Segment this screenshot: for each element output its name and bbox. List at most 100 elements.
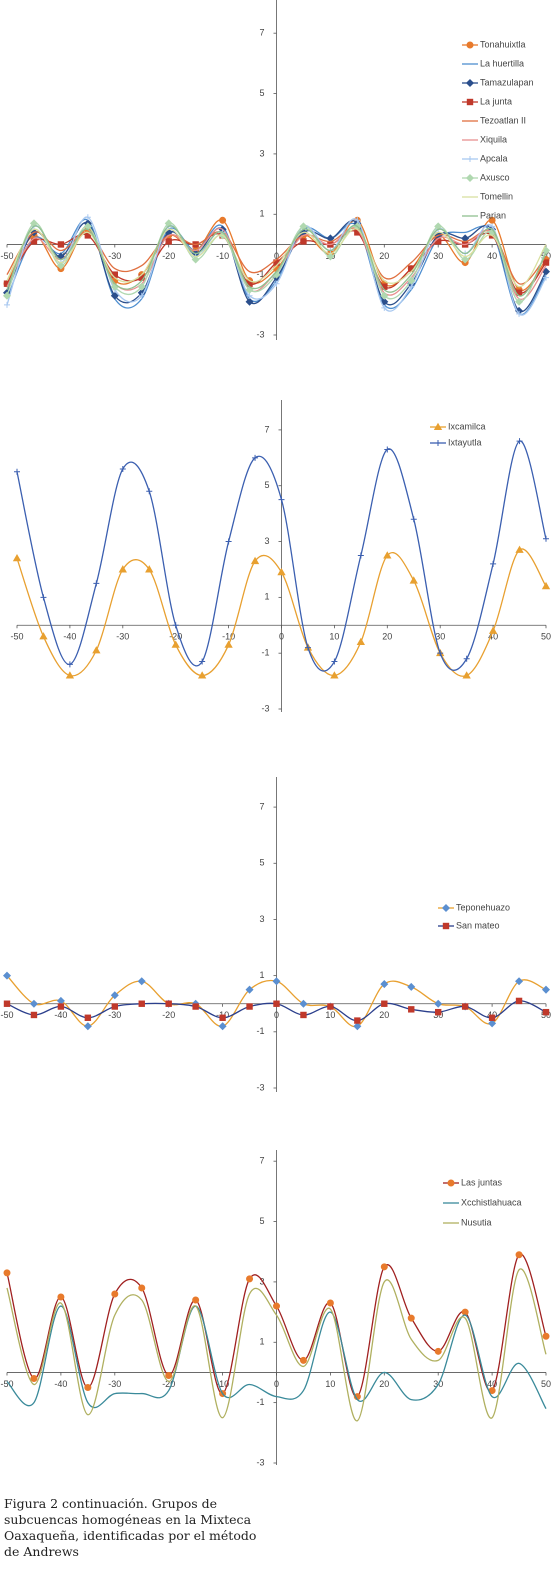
- marker: [326, 1299, 334, 1307]
- x-tick-label: 20: [379, 1379, 389, 1389]
- y-tick-label: 7: [264, 424, 269, 434]
- marker: [40, 594, 47, 601]
- y-tick-label: 5: [264, 480, 269, 490]
- x-tick-label: 50: [541, 251, 551, 261]
- legend-label: Teponehuazo: [456, 902, 510, 912]
- marker: [299, 1356, 307, 1364]
- marker: [272, 977, 281, 986]
- y-tick-label: 7: [259, 1156, 264, 1166]
- chart: -3-11357-50-40-30-20-1001020304050Tepone…: [0, 777, 551, 1092]
- y-tick-label: 1: [259, 1337, 264, 1347]
- marker: [3, 1000, 11, 1007]
- marker: [138, 1000, 145, 1007]
- y-tick-label: 7: [259, 28, 264, 38]
- marker: [380, 1263, 388, 1271]
- x-tick-label: -50: [10, 632, 23, 642]
- marker: [541, 985, 551, 994]
- marker: [137, 977, 146, 986]
- marker: [437, 650, 444, 657]
- marker: [541, 581, 551, 590]
- marker: [118, 565, 127, 573]
- legend-label: La huertilla: [480, 58, 524, 68]
- marker: [56, 996, 65, 1005]
- marker: [331, 658, 338, 665]
- marker: [137, 282, 146, 291]
- x-tick-label: 40: [487, 1379, 497, 1389]
- x-tick-label: 30: [433, 251, 443, 261]
- y-tick-label: -3: [256, 1082, 264, 1092]
- marker: [145, 565, 154, 573]
- marker: [407, 276, 416, 285]
- marker: [354, 1017, 361, 1024]
- marker: [488, 1014, 496, 1021]
- marker: [273, 1302, 280, 1310]
- y-tick-label: 5: [259, 858, 264, 868]
- x-tick-label: -40: [54, 1010, 67, 1020]
- x-tick-label: 0: [274, 1379, 279, 1389]
- marker: [542, 1332, 550, 1340]
- marker: [110, 991, 119, 1000]
- marker: [14, 468, 20, 475]
- marker: [171, 640, 180, 648]
- y-tick-label: 3: [259, 914, 264, 924]
- legend-marker: [465, 78, 475, 88]
- y-tick-label: 3: [259, 148, 264, 158]
- series-line: [6, 1268, 547, 1422]
- x-tick-label: -50: [0, 1010, 13, 1020]
- marker: [93, 580, 100, 587]
- marker: [252, 454, 259, 461]
- legend-marker: [442, 922, 450, 930]
- series-line: [6, 224, 547, 297]
- legend-label: San mateo: [456, 920, 500, 930]
- marker: [65, 671, 75, 679]
- marker: [330, 671, 339, 679]
- x-tick-label: 20: [379, 251, 389, 261]
- marker: [515, 977, 524, 986]
- marker: [83, 1022, 92, 1031]
- marker: [165, 1371, 173, 1379]
- marker: [2, 971, 12, 980]
- marker: [384, 446, 391, 453]
- series-line: [16, 440, 547, 672]
- marker: [250, 556, 260, 565]
- y-tick-label: 1: [264, 592, 269, 602]
- marker: [30, 1374, 38, 1382]
- marker: [461, 1003, 469, 1010]
- marker: [543, 535, 549, 542]
- marker: [191, 255, 200, 264]
- x-tick-label: 50: [541, 632, 551, 642]
- marker: [57, 1293, 65, 1301]
- marker: [56, 261, 65, 270]
- x-tick-label: 0: [274, 251, 279, 261]
- x-tick-label: -50: [0, 1379, 13, 1389]
- x-tick-label: 0: [279, 632, 284, 642]
- y-tick-label: 5: [259, 1216, 264, 1226]
- x-tick-label: -20: [169, 632, 182, 642]
- marker: [218, 1022, 227, 1031]
- marker: [12, 553, 22, 562]
- legend-label: Ixcamilca: [448, 421, 486, 431]
- marker: [110, 291, 119, 300]
- marker: [515, 297, 524, 306]
- marker: [516, 310, 523, 317]
- marker: [197, 671, 207, 679]
- marker: [225, 538, 232, 545]
- marker: [463, 655, 470, 662]
- marker: [2, 291, 12, 300]
- y-tick-label: -3: [256, 329, 264, 339]
- legend-label: Apcala: [480, 153, 508, 163]
- y-tick-label: 1: [259, 970, 264, 980]
- marker: [84, 214, 91, 221]
- legend-label: Ixtayutla: [448, 437, 482, 447]
- y-tick-label: 1: [259, 209, 264, 219]
- series-line: [6, 1305, 547, 1410]
- chart: -3-11357-50-40-30-20-1001020304050Tonahu…: [0, 0, 551, 340]
- marker: [273, 1000, 280, 1007]
- marker: [516, 438, 523, 445]
- marker: [57, 1003, 65, 1010]
- legend-label: Xiquila: [480, 134, 507, 144]
- marker: [299, 999, 308, 1008]
- marker: [246, 1275, 254, 1283]
- marker: [435, 1008, 442, 1016]
- marker: [383, 551, 392, 559]
